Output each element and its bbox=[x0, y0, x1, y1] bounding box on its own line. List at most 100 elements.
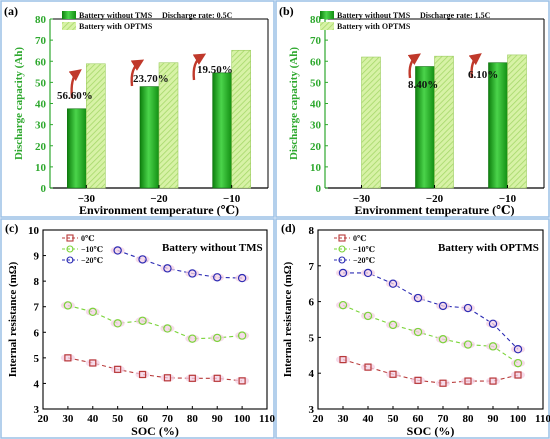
x-tick-label: 50 bbox=[112, 413, 124, 425]
legend-label-with: Battery with OPTMS bbox=[79, 22, 153, 31]
panel-label: (b) bbox=[279, 4, 294, 18]
y-tick-label: 50 bbox=[310, 77, 322, 89]
data-point-marker bbox=[163, 374, 172, 382]
marker-halo bbox=[235, 274, 250, 283]
increase-annotation: 19.50% bbox=[197, 64, 233, 76]
data-point-marker bbox=[237, 331, 247, 340]
frame-bottom-left bbox=[0, 218, 275, 439]
y-tick-label: 8 bbox=[309, 225, 315, 237]
y-tick-label: 5 bbox=[34, 353, 40, 365]
legend-label: −10℃ bbox=[81, 245, 104, 254]
data-point-marker bbox=[513, 358, 523, 368]
y-tick-label: 30 bbox=[310, 120, 322, 132]
series-line bbox=[343, 272, 519, 350]
marker-halo bbox=[361, 311, 375, 320]
x-tick-label: −10 bbox=[499, 193, 517, 205]
data-point-marker bbox=[339, 355, 347, 364]
x-tick-label: 40 bbox=[87, 413, 99, 425]
legend-label: 0℃ bbox=[353, 234, 367, 243]
x-tick-label: 30 bbox=[62, 413, 74, 425]
marker-halo bbox=[135, 316, 150, 325]
legend-label: 0℃ bbox=[81, 234, 95, 243]
y-tick-label: 80 bbox=[35, 14, 47, 26]
panel-label: (d) bbox=[281, 221, 296, 235]
data-point-marker bbox=[163, 324, 172, 333]
data-point-marker bbox=[464, 377, 472, 385]
x-tick-label: 70 bbox=[162, 413, 174, 425]
x-tick-label: 110 bbox=[259, 413, 275, 425]
data-point-marker bbox=[338, 300, 348, 310]
x-tick-label: 60 bbox=[413, 413, 425, 425]
data-point-marker bbox=[63, 301, 73, 310]
x-tick-label: 90 bbox=[212, 413, 224, 425]
x-axis-title: SOC (%) bbox=[131, 424, 179, 438]
data-point-marker bbox=[364, 363, 372, 371]
data-point-marker bbox=[489, 377, 497, 385]
marker-halo bbox=[486, 342, 500, 351]
y-tick-label: 80 bbox=[310, 14, 322, 26]
x-axis-title: SOC (%) bbox=[407, 424, 455, 438]
frame-top-left bbox=[0, 0, 275, 218]
data-point-marker bbox=[438, 301, 448, 311]
x-tick-label: 100 bbox=[234, 413, 251, 425]
marker-halo bbox=[210, 333, 225, 342]
y-tick-label: 7 bbox=[34, 302, 40, 314]
legend-marker bbox=[66, 245, 74, 253]
y-tick-label: 0 bbox=[316, 183, 322, 195]
marker-halo bbox=[411, 328, 425, 337]
y-tick-label: 40 bbox=[35, 99, 47, 111]
data-point-marker bbox=[488, 319, 498, 328]
bar-battery-without-tms bbox=[67, 108, 87, 189]
x-tick-label: 40 bbox=[363, 413, 375, 425]
y-tick-label: 7 bbox=[309, 261, 315, 273]
increase-arrow-icon bbox=[468, 53, 482, 79]
marker-halo bbox=[461, 304, 475, 313]
data-point-marker bbox=[413, 327, 423, 337]
marker-halo bbox=[210, 273, 225, 282]
marker-halo bbox=[160, 324, 175, 333]
x-tick-label: 50 bbox=[388, 413, 400, 425]
y-tick-label: 40 bbox=[310, 99, 322, 111]
bar-battery-without-tms bbox=[488, 62, 508, 189]
marker-halo bbox=[461, 340, 475, 349]
data-point-marker bbox=[389, 370, 397, 378]
legend-marker bbox=[66, 234, 74, 242]
data-point-marker bbox=[213, 374, 221, 382]
y-tick-label: 70 bbox=[35, 35, 47, 47]
legend-title: Discharge rate: 0.5C bbox=[162, 11, 233, 20]
y-tick-label: 4 bbox=[309, 368, 315, 380]
x-tick-label: −10 bbox=[223, 193, 241, 205]
x-tick-label: 60 bbox=[137, 413, 149, 425]
legend-label-with: Battery with OPTMS bbox=[337, 22, 411, 31]
data-point-marker bbox=[213, 333, 222, 343]
bar-battery-without-tms bbox=[212, 72, 232, 189]
y-tick-label: 3 bbox=[34, 404, 40, 416]
marker-halo bbox=[386, 279, 400, 288]
bar-panel-a: 0 10 20 30 40 50 60 70 80 −30 −20 −10 56.60% 23.70% 19… bbox=[4, 4, 269, 217]
y-tick-label: 10 bbox=[310, 162, 322, 174]
y-axis-title: Discharge capacity (Ah) bbox=[288, 47, 300, 160]
data-point-marker bbox=[488, 342, 498, 351]
marker-halo bbox=[411, 294, 425, 303]
marker-halo bbox=[60, 301, 75, 310]
data-point-marker bbox=[113, 246, 122, 255]
bar-battery-with-optms bbox=[361, 56, 381, 189]
increase-annotation: 6.10% bbox=[468, 69, 498, 81]
y-tick-label: 10 bbox=[28, 225, 40, 237]
y-tick-label: 5 bbox=[309, 332, 315, 344]
bar-battery-with-optms bbox=[86, 63, 106, 189]
data-point-marker bbox=[88, 307, 97, 317]
x-tick-label: −20 bbox=[426, 193, 444, 205]
x-tick-label: 80 bbox=[463, 413, 475, 425]
legend-title: Discharge rate: 1.5C bbox=[420, 11, 491, 20]
data-point-marker bbox=[64, 354, 72, 362]
data-point-marker bbox=[513, 345, 523, 354]
legend-label: −20℃ bbox=[81, 256, 104, 265]
legend-swatch-with bbox=[62, 22, 76, 30]
y-tick-label: 4 bbox=[34, 378, 40, 390]
y-tick-label: 3 bbox=[309, 404, 315, 416]
data-point-marker bbox=[163, 264, 172, 273]
data-point-marker bbox=[213, 273, 222, 282]
data-point-marker bbox=[338, 268, 348, 278]
line-panel-d: 20 30 40 50 60 70 80 90 100 110 3 4 5 6 7 8 0℃ −10℃ −20℃ Ba… bbox=[281, 221, 550, 438]
